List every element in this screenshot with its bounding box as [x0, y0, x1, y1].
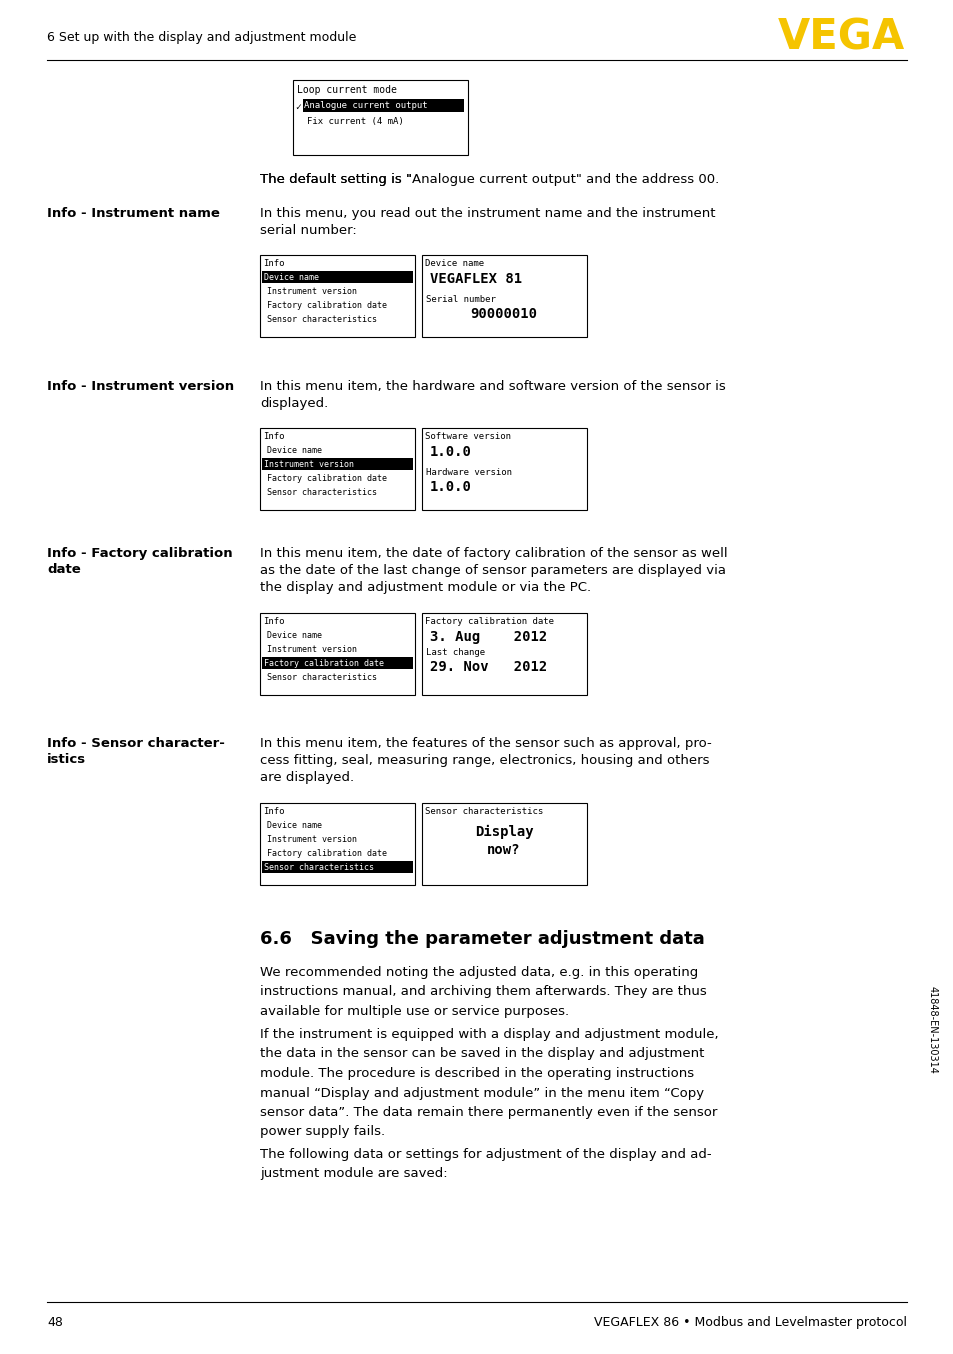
Text: In this menu, you read out the instrument name and the instrument
serial number:: In this menu, you read out the instrumen…: [260, 207, 715, 237]
Bar: [260, 428, 415, 510]
Text: available for multiple use or service purposes.: available for multiple use or service pu…: [260, 1005, 569, 1018]
Text: VEGAFLEX 81: VEGAFLEX 81: [430, 272, 521, 286]
Bar: [262, 458, 413, 470]
Text: now?: now?: [487, 844, 520, 857]
Text: Sensor characteristics: Sensor characteristics: [267, 487, 376, 497]
Text: VEGA: VEGA: [777, 18, 904, 60]
Bar: [260, 803, 415, 886]
Text: Device name: Device name: [267, 631, 322, 640]
Text: Factory calibration date: Factory calibration date: [267, 849, 387, 858]
Text: VEGAFLEX 86 • Modbus and Levelmaster protocol: VEGAFLEX 86 • Modbus and Levelmaster pro…: [594, 1316, 906, 1330]
Bar: [303, 99, 463, 112]
Bar: [260, 613, 415, 695]
Text: Info: Info: [263, 259, 284, 268]
Text: Device name: Device name: [267, 445, 322, 455]
Text: module. The procedure is described in the operating instructions: module. The procedure is described in th…: [260, 1067, 694, 1080]
Text: Info: Info: [263, 617, 284, 626]
Text: 29. Nov   2012: 29. Nov 2012: [430, 659, 547, 674]
Bar: [421, 803, 586, 886]
Text: Instrument version: Instrument version: [267, 287, 356, 297]
Text: justment module are saved:: justment module are saved:: [260, 1167, 447, 1181]
Text: 3. Aug    2012: 3. Aug 2012: [430, 630, 547, 645]
Bar: [421, 613, 586, 695]
Text: Factory calibration date: Factory calibration date: [424, 617, 554, 626]
Text: Info - Instrument version: Info - Instrument version: [47, 380, 233, 393]
Text: Fix current (4 mA): Fix current (4 mA): [307, 116, 403, 126]
Text: Loop current mode: Loop current mode: [296, 85, 396, 95]
Text: Factory calibration date: Factory calibration date: [267, 474, 387, 483]
Text: 90000010: 90000010: [470, 307, 537, 321]
Text: instructions manual, and archiving them afterwards. They are thus: instructions manual, and archiving them …: [260, 986, 706, 998]
Text: Sensor characteristics: Sensor characteristics: [267, 315, 376, 324]
Text: Info: Info: [263, 807, 284, 816]
Text: 1.0.0: 1.0.0: [430, 481, 472, 494]
Bar: [421, 428, 586, 510]
Bar: [262, 271, 413, 283]
Text: Serial number: Serial number: [426, 295, 496, 305]
Text: Sensor characteristics: Sensor characteristics: [424, 807, 542, 816]
Text: Display: Display: [475, 825, 533, 839]
Bar: [293, 80, 468, 154]
Bar: [421, 255, 586, 337]
Text: In this menu item, the features of the sensor such as approval, pro-
cess fittin: In this menu item, the features of the s…: [260, 737, 711, 784]
Text: Software version: Software version: [424, 432, 511, 441]
Text: 48: 48: [47, 1316, 63, 1330]
Text: The following data or settings for adjustment of the display and ad-: The following data or settings for adjus…: [260, 1148, 711, 1160]
Text: Analogue current output: Analogue current output: [304, 102, 427, 110]
Text: Device name: Device name: [267, 821, 322, 830]
Text: If the instrument is equipped with a display and adjustment module,: If the instrument is equipped with a dis…: [260, 1028, 718, 1041]
Text: Info - Factory calibration
date: Info - Factory calibration date: [47, 547, 233, 575]
Text: The default setting is "Analogue current output" and the address 00.: The default setting is "Analogue current…: [260, 173, 719, 185]
Text: Instrument version: Instrument version: [267, 645, 356, 654]
Text: Info - Instrument name: Info - Instrument name: [47, 207, 219, 219]
Text: Device name: Device name: [424, 259, 483, 268]
Text: 6 Set up with the display and adjustment module: 6 Set up with the display and adjustment…: [47, 31, 356, 45]
Text: Device name: Device name: [264, 274, 318, 282]
Text: 6.6   Saving the parameter adjustment data: 6.6 Saving the parameter adjustment data: [260, 930, 704, 948]
Bar: [262, 657, 413, 669]
Text: Instrument version: Instrument version: [264, 460, 354, 468]
Text: Hardware version: Hardware version: [426, 468, 512, 477]
Text: Info - Sensor character-
istics: Info - Sensor character- istics: [47, 737, 225, 766]
Text: Info: Info: [263, 432, 284, 441]
Text: ✓: ✓: [294, 102, 300, 112]
Text: power supply fails.: power supply fails.: [260, 1125, 385, 1139]
Text: Last change: Last change: [426, 649, 485, 657]
Text: sensor data”. The data remain there permanently even if the sensor: sensor data”. The data remain there perm…: [260, 1106, 717, 1118]
Text: Factory calibration date: Factory calibration date: [267, 301, 387, 310]
Text: The default setting is ": The default setting is ": [260, 173, 412, 185]
Text: the data in the sensor can be saved in the display and adjustment: the data in the sensor can be saved in t…: [260, 1048, 703, 1060]
Text: Factory calibration date: Factory calibration date: [264, 659, 384, 668]
Bar: [262, 861, 413, 873]
Text: Sensor characteristics: Sensor characteristics: [267, 673, 376, 682]
Text: Instrument version: Instrument version: [267, 835, 356, 844]
Text: manual “Display and adjustment module” in the menu item “Copy: manual “Display and adjustment module” i…: [260, 1086, 703, 1099]
Text: Sensor characteristics: Sensor characteristics: [264, 862, 374, 872]
Text: We recommended noting the adjusted data, e.g. in this operating: We recommended noting the adjusted data,…: [260, 965, 698, 979]
Bar: [260, 255, 415, 337]
Text: In this menu item, the hardware and software version of the sensor is
displayed.: In this menu item, the hardware and soft…: [260, 380, 725, 410]
Text: 1.0.0: 1.0.0: [430, 445, 472, 459]
Text: In this menu item, the date of factory calibration of the sensor as well
as the : In this menu item, the date of factory c…: [260, 547, 727, 594]
Text: 41848-EN-130314: 41848-EN-130314: [927, 986, 937, 1074]
